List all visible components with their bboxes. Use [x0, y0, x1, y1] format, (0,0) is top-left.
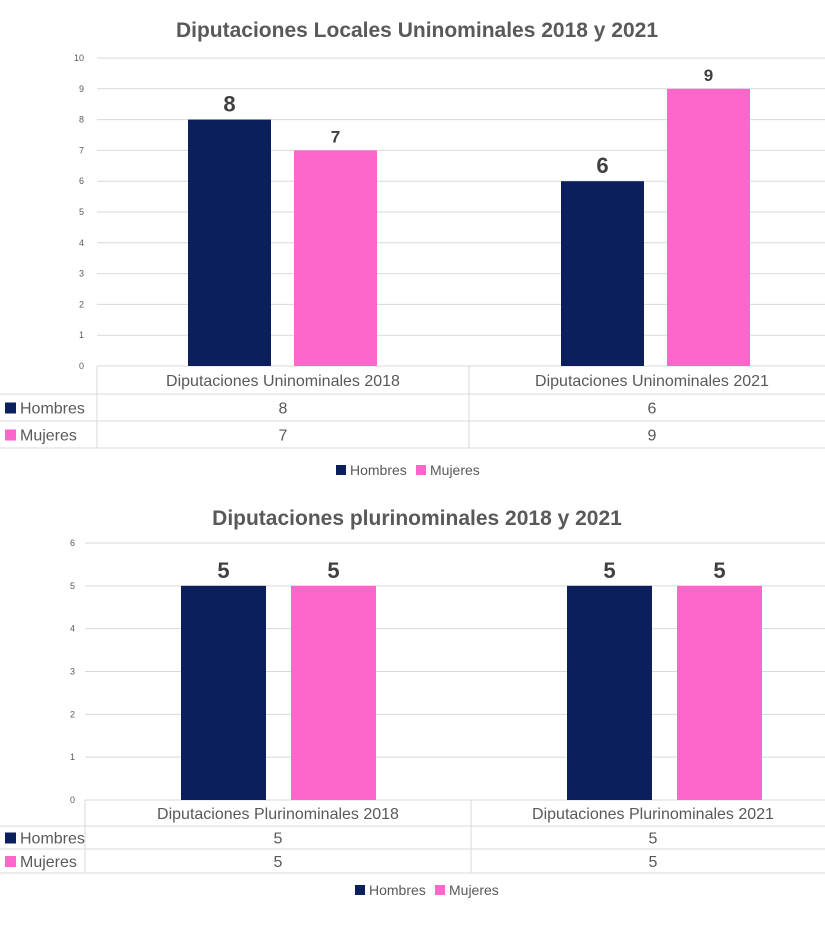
- y-tick-label: 7: [79, 145, 84, 155]
- legend-marker-hombres: [336, 465, 346, 475]
- legend-key-mujeres: [5, 429, 16, 441]
- y-tick-label: 4: [79, 238, 84, 248]
- data-label: 8: [223, 92, 235, 117]
- y-tick-label: 6: [70, 538, 75, 548]
- table-cell: 5: [274, 854, 283, 871]
- bar-hombres: [188, 119, 271, 366]
- legend-label: Mujeres: [449, 882, 499, 898]
- data-label: 5: [217, 558, 229, 583]
- bar-mujeres: [294, 150, 377, 366]
- table-cell: 5: [649, 831, 658, 848]
- legend-label: Hombres: [350, 462, 407, 478]
- y-tick-label: 0: [79, 361, 84, 371]
- table-header-cell: Diputaciones Uninominales 2021: [535, 373, 769, 390]
- data-label: 5: [327, 558, 339, 583]
- y-tick-label: 10: [74, 53, 84, 63]
- y-tick-label: 0: [70, 795, 75, 805]
- bar-hombres: [181, 585, 266, 800]
- table-cell: 8: [279, 401, 288, 418]
- table-row-label: Hombres: [20, 831, 85, 848]
- y-tick-label: 8: [79, 115, 84, 125]
- legend-label: Mujeres: [430, 462, 480, 478]
- bar-hombres: [567, 585, 652, 800]
- y-tick-label: 4: [70, 624, 75, 634]
- y-tick-label: 2: [79, 299, 84, 309]
- table-cell: 5: [649, 854, 658, 871]
- data-label: 6: [596, 153, 608, 178]
- table-row-label: Hombres: [20, 401, 85, 418]
- y-tick-label: 1: [79, 330, 84, 340]
- data-label: 5: [713, 558, 725, 583]
- table-cell: 5: [274, 831, 283, 848]
- bar-mujeres: [291, 585, 376, 800]
- y-tick-label: 5: [79, 207, 84, 217]
- chart-title: Diputaciones Locales Uninominales 2018 y…: [176, 19, 658, 42]
- table-cell: 7: [279, 428, 288, 445]
- legend-key-hombres: [5, 832, 16, 844]
- table-cell: 9: [648, 428, 657, 445]
- y-tick-label: 9: [79, 84, 84, 94]
- data-label: 5: [603, 558, 615, 583]
- y-tick-label: 6: [79, 176, 84, 186]
- legend-marker-hombres: [355, 885, 365, 895]
- y-tick-label: 5: [70, 581, 75, 591]
- legend-marker-mujeres: [416, 465, 426, 475]
- legend-marker-mujeres: [435, 885, 445, 895]
- y-tick-label: 2: [70, 709, 75, 719]
- y-tick-label: 1: [70, 752, 75, 762]
- legend-key-mujeres: [5, 856, 16, 867]
- table-row-label: Mujeres: [20, 428, 77, 445]
- table-header-cell: Diputaciones Plurinominales 2018: [157, 806, 399, 823]
- y-tick-label: 3: [70, 667, 75, 677]
- chart-title: Diputaciones plurinominales 2018 y 2021: [212, 507, 622, 530]
- bar-mujeres: [667, 88, 750, 367]
- table-header-cell: Diputaciones Plurinominales 2021: [532, 806, 774, 823]
- bar-mujeres: [677, 585, 762, 800]
- legend-label: Hombres: [369, 882, 426, 898]
- data-label: 9: [704, 66, 713, 85]
- table-row-label: Mujeres: [20, 854, 77, 871]
- table-header-cell: Diputaciones Uninominales 2018: [166, 373, 400, 390]
- table-cell: 6: [648, 401, 657, 418]
- y-tick-label: 3: [79, 269, 84, 279]
- data-label: 7: [331, 127, 340, 146]
- legend-key-hombres: [5, 402, 16, 414]
- bar-hombres: [561, 181, 644, 366]
